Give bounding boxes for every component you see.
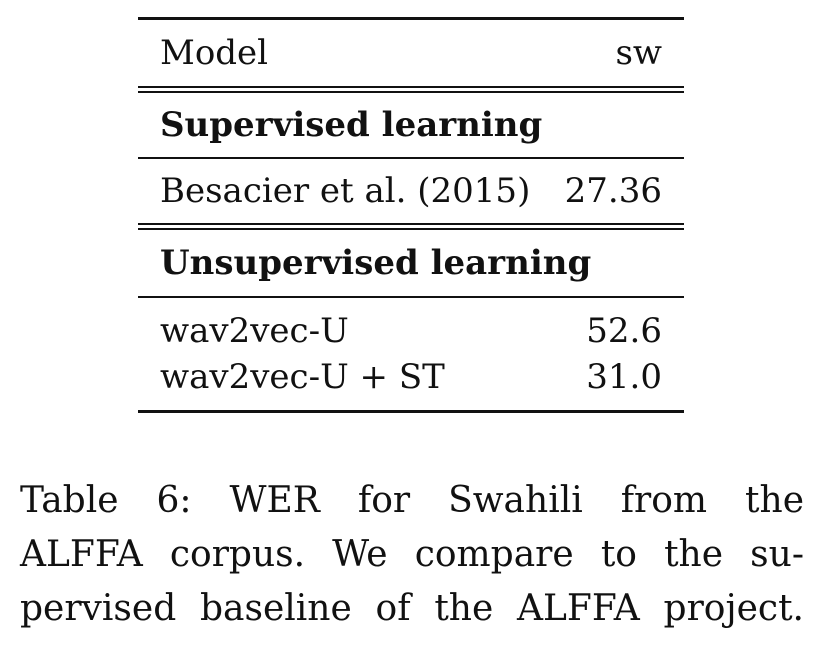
section-rule (138, 157, 684, 159)
table-caption: Table 6: WER for Swahili from the ALFFA … (20, 474, 804, 636)
table-row: wav2vec-U + ST 31.0 (138, 354, 684, 400)
header-model: Model (160, 33, 269, 73)
row-model: wav2vec-U (160, 311, 349, 351)
row-value: 52.6 (586, 311, 662, 351)
row-model: Besacier et al. (2015) (160, 171, 531, 211)
section-title-unsupervised: Unsupervised learning (160, 243, 592, 283)
section-double-rule (138, 223, 684, 230)
caption-line: pervised baseline of the ALFFA project. (20, 588, 804, 629)
section-rule (138, 296, 684, 298)
top-rule (138, 17, 684, 20)
header-lang: sw (615, 33, 662, 73)
table-row: wav2vec-U 52.6 (138, 308, 684, 354)
table-row: Besacier et al. (2015) 27.36 (138, 159, 684, 223)
results-table: Model sw Supervised learning Besacier et… (138, 17, 684, 413)
row-value: 27.36 (564, 171, 662, 211)
section-title-supervised: Supervised learning (160, 105, 543, 145)
header-double-rule (138, 86, 684, 93)
row-value: 31.0 (586, 357, 662, 397)
row-model: wav2vec-U + ST (160, 357, 445, 397)
table-header-row: Model sw (138, 20, 684, 86)
unsupervised-rows: wav2vec-U 52.6 wav2vec-U + ST 31.0 (138, 298, 684, 410)
caption-line: Table 6: WER for Swahili from the (20, 480, 804, 521)
caption-line: ALFFA corpus. We compare to the su- (20, 534, 804, 575)
bottom-rule (138, 410, 684, 413)
